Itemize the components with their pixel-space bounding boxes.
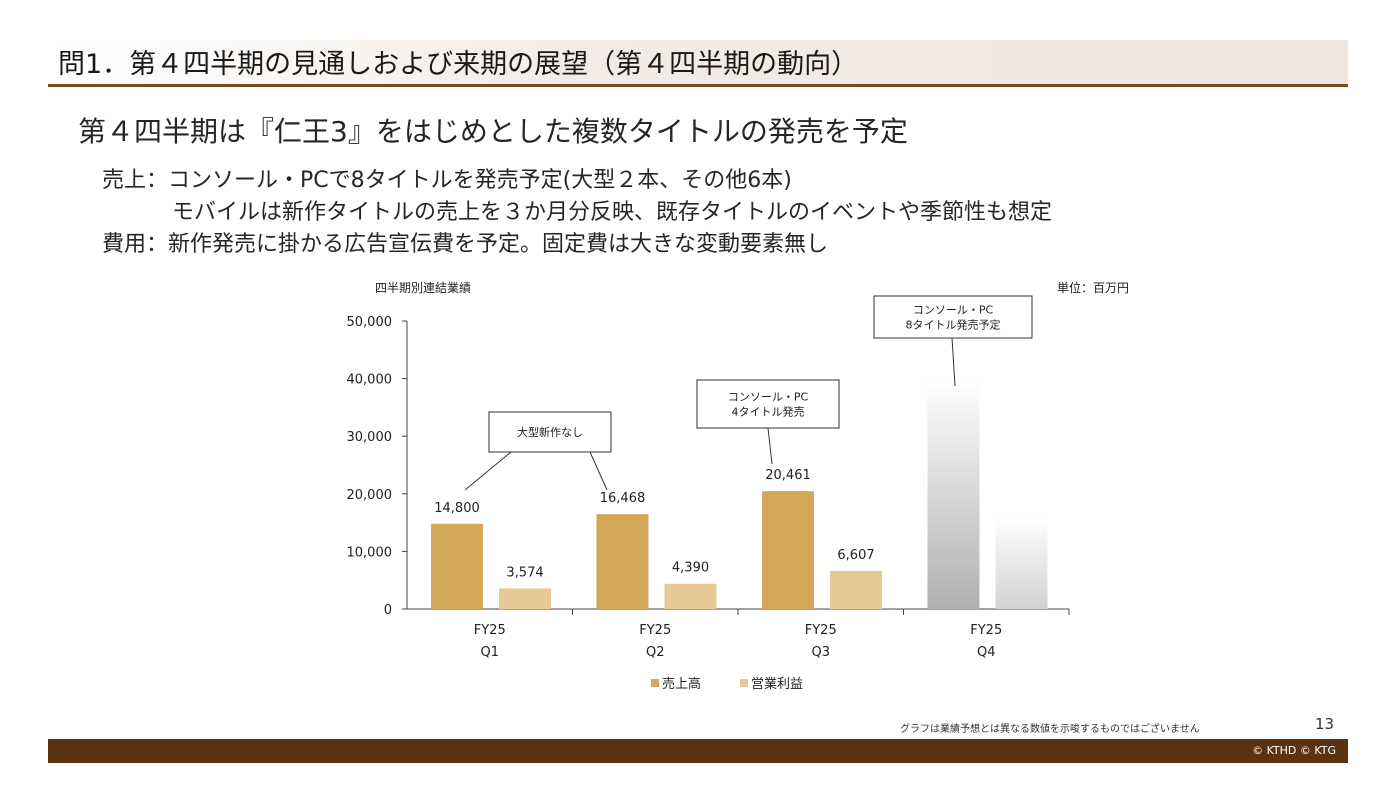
callout-q3-text: 4タイトル発売 <box>732 405 805 419</box>
headline: 第４四半期は『仁王3』をはじめとした複数タイトルの発売を予定 <box>78 115 908 148</box>
data-label: 4,390 <box>672 561 709 576</box>
x-tick-label-year: FY25 <box>474 623 506 638</box>
x-tick-label-year: FY25 <box>805 623 837 638</box>
bar-sales <box>431 523 483 609</box>
copyright: © KTHD © KTG <box>1252 744 1336 757</box>
chart-title: 四半期別連結業績 <box>375 281 471 295</box>
footer-bar: © KTHD © KTG <box>48 739 1348 763</box>
legend-swatch-operating-profit <box>740 679 748 687</box>
bar-sales <box>596 514 649 609</box>
bar-operating-profit <box>830 570 882 609</box>
y-tick-label: 50,000 <box>347 315 393 330</box>
callout-q4-box <box>873 295 1033 339</box>
callout-q4-leader <box>951 337 956 387</box>
bar-forecast-sales <box>927 378 980 609</box>
callout-q3-leader <box>767 427 773 465</box>
slide-title: 問1．第４四半期の見通しおよび来期の展望（第４四半期の動向） <box>58 49 859 80</box>
callout-q4-text: 8タイトル発売予定 <box>906 318 1001 332</box>
title-band <box>48 40 1348 84</box>
bar-forecast-operating-profit <box>995 516 1048 609</box>
legend-swatch-sales <box>651 679 659 687</box>
x-tick-label-year: FY25 <box>639 623 671 638</box>
y-tick-label: 40,000 <box>347 373 393 388</box>
y-tick-label: 30,000 <box>347 430 393 445</box>
data-label: 6,607 <box>837 548 874 563</box>
y-tick-label: 20,000 <box>347 488 393 503</box>
legend-label-operating-profit: 営業利益 <box>751 676 803 692</box>
data-label: 16,468 <box>600 491 646 506</box>
callout-q3-text: コンソール・PC <box>728 391 809 404</box>
x-tick-label-year: FY25 <box>970 623 1002 638</box>
data-label: 14,800 <box>434 501 480 516</box>
callout-no-major-leader <box>464 451 512 491</box>
footnote: グラフは業績予想とは異なる数値を示唆するものではございません <box>900 724 1200 735</box>
bar-operating-profit <box>499 588 551 609</box>
detail-cost: 費用：新作発売に掛かる広告宣伝費を予定。固定費は大きな変動要素無し <box>102 232 829 257</box>
legend-label-sales: 売上高 <box>662 676 701 692</box>
detail-mobile: モバイルは新作タイトルの売上を３か月分反映、既存タイトルのイベントや季節性も想定 <box>172 200 1053 225</box>
callout-q3-box <box>696 379 840 429</box>
data-label: 3,574 <box>506 565 543 580</box>
y-tick-label: 10,000 <box>347 545 393 560</box>
chart-unit: 単位：百万円 <box>1057 280 1129 295</box>
data-label: 20,461 <box>765 468 811 483</box>
x-tick-label-quarter: Q1 <box>480 645 499 660</box>
x-tick-label-quarter: Q3 <box>811 645 830 660</box>
page-number: 13 <box>1315 715 1335 733</box>
bar-sales <box>762 491 814 609</box>
y-tick-label: 0 <box>384 603 392 618</box>
bar-operating-profit <box>664 583 717 609</box>
callout-no-major-box <box>488 411 612 453</box>
callout-no-major-leader <box>589 451 608 491</box>
x-tick-label-quarter: Q2 <box>646 645 665 660</box>
callout-q4-text: コンソール・PC <box>913 304 994 317</box>
callout-no-major-text: 大型新作なし <box>517 425 583 439</box>
x-tick-label-quarter: Q4 <box>977 645 996 660</box>
title-rule <box>48 84 1348 87</box>
detail-sales: 売上：コンソール・PCで8タイトルを発売予定(大型２本、その他6本) <box>102 168 792 193</box>
